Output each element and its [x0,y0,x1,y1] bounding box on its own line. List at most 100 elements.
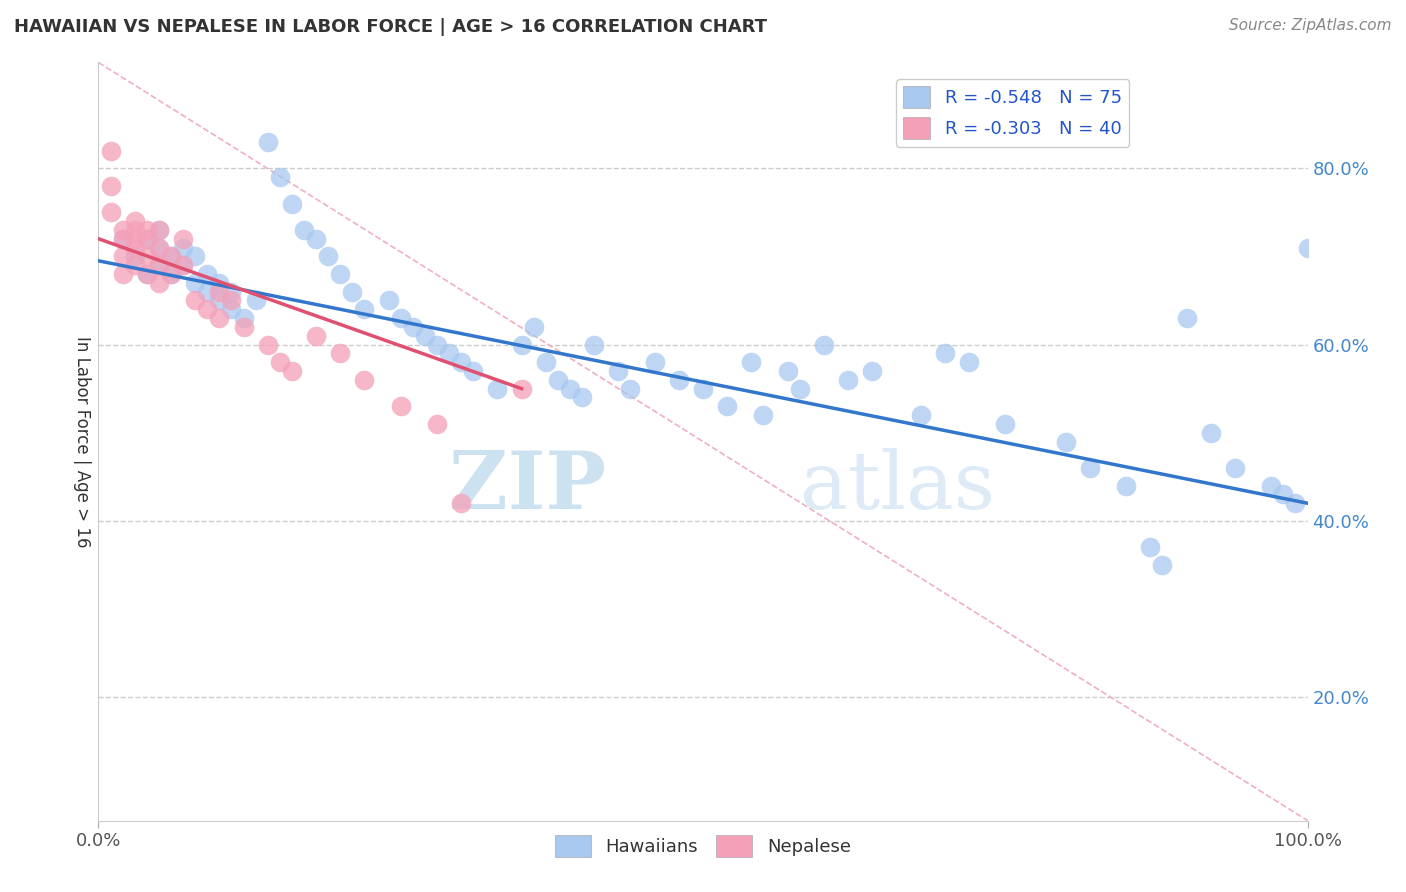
Point [195,302,218,317]
Point [860,364,883,378]
Point [619,382,641,396]
Point [837,373,859,387]
Point [111,232,134,246]
Point [1078,461,1101,475]
Point [111,223,134,237]
Point [269,355,291,369]
Point [100,205,122,219]
Point [135,267,157,281]
Point [160,267,183,281]
Point [644,355,666,369]
Point [486,382,509,396]
Point [716,399,738,413]
Point [148,241,170,255]
Point [124,249,146,263]
Point [1296,241,1319,255]
Point [1272,487,1295,501]
Point [957,355,980,369]
Point [195,285,218,299]
Point [342,285,364,299]
Point [607,364,630,378]
Point [208,293,231,308]
Point [402,320,425,334]
Point [172,258,194,272]
Point [172,232,194,246]
Point [1175,311,1198,326]
Point [450,496,472,510]
Point [148,258,170,272]
Point [184,293,207,308]
Point [1223,461,1246,475]
Point [668,373,690,387]
Point [534,355,557,369]
Y-axis label: In Labor Force | Age > 16: In Labor Force | Age > 16 [73,335,91,548]
Point [510,337,533,351]
Point [1260,478,1282,492]
Point [148,276,170,290]
Point [1115,478,1137,492]
Point [184,249,207,263]
Point [910,408,932,422]
Point [111,232,134,246]
Point [160,267,183,281]
Point [377,293,399,308]
Point [135,223,157,237]
Text: ZIP: ZIP [450,448,606,526]
Point [172,241,194,255]
Point [100,178,122,193]
Point [172,258,194,272]
Point [692,382,714,396]
Legend: Hawaiians, Nepalese: Hawaiians, Nepalese [548,828,858,864]
Point [1152,558,1174,572]
Text: Source: ZipAtlas.com: Source: ZipAtlas.com [1229,18,1392,33]
Text: atlas: atlas [800,448,995,526]
Point [208,276,231,290]
Point [124,214,146,228]
Point [135,249,157,263]
Point [547,373,569,387]
Point [329,346,352,360]
Point [256,135,278,149]
Point [124,232,146,246]
Point [135,267,157,281]
Point [124,258,146,272]
Point [208,311,231,326]
Point [389,399,412,413]
Point [124,241,146,255]
Point [148,241,170,255]
Point [160,249,183,263]
Point [111,249,134,263]
Point [523,320,546,334]
Point [1139,541,1161,555]
Point [463,364,485,378]
Point [135,232,157,246]
Point [221,302,243,317]
Point [124,223,146,237]
Point [281,196,304,211]
Point [450,355,472,369]
Point [221,285,243,299]
Text: HAWAIIAN VS NEPALESE IN LABOR FORCE | AGE > 16 CORRELATION CHART: HAWAIIAN VS NEPALESE IN LABOR FORCE | AG… [14,18,768,36]
Point [232,320,254,334]
Point [135,232,157,246]
Point [571,391,593,405]
Point [232,311,254,326]
Point [292,223,315,237]
Point [148,258,170,272]
Point [583,337,606,351]
Point [256,337,278,351]
Point [184,276,207,290]
Point [329,267,352,281]
Point [160,249,183,263]
Point [558,382,581,396]
Point [437,346,460,360]
Point [353,302,375,317]
Point [305,328,328,343]
Point [426,337,449,351]
Point [281,364,304,378]
Point [740,355,762,369]
Point [934,346,956,360]
Point [1284,496,1306,510]
Point [510,382,533,396]
Point [148,223,170,237]
